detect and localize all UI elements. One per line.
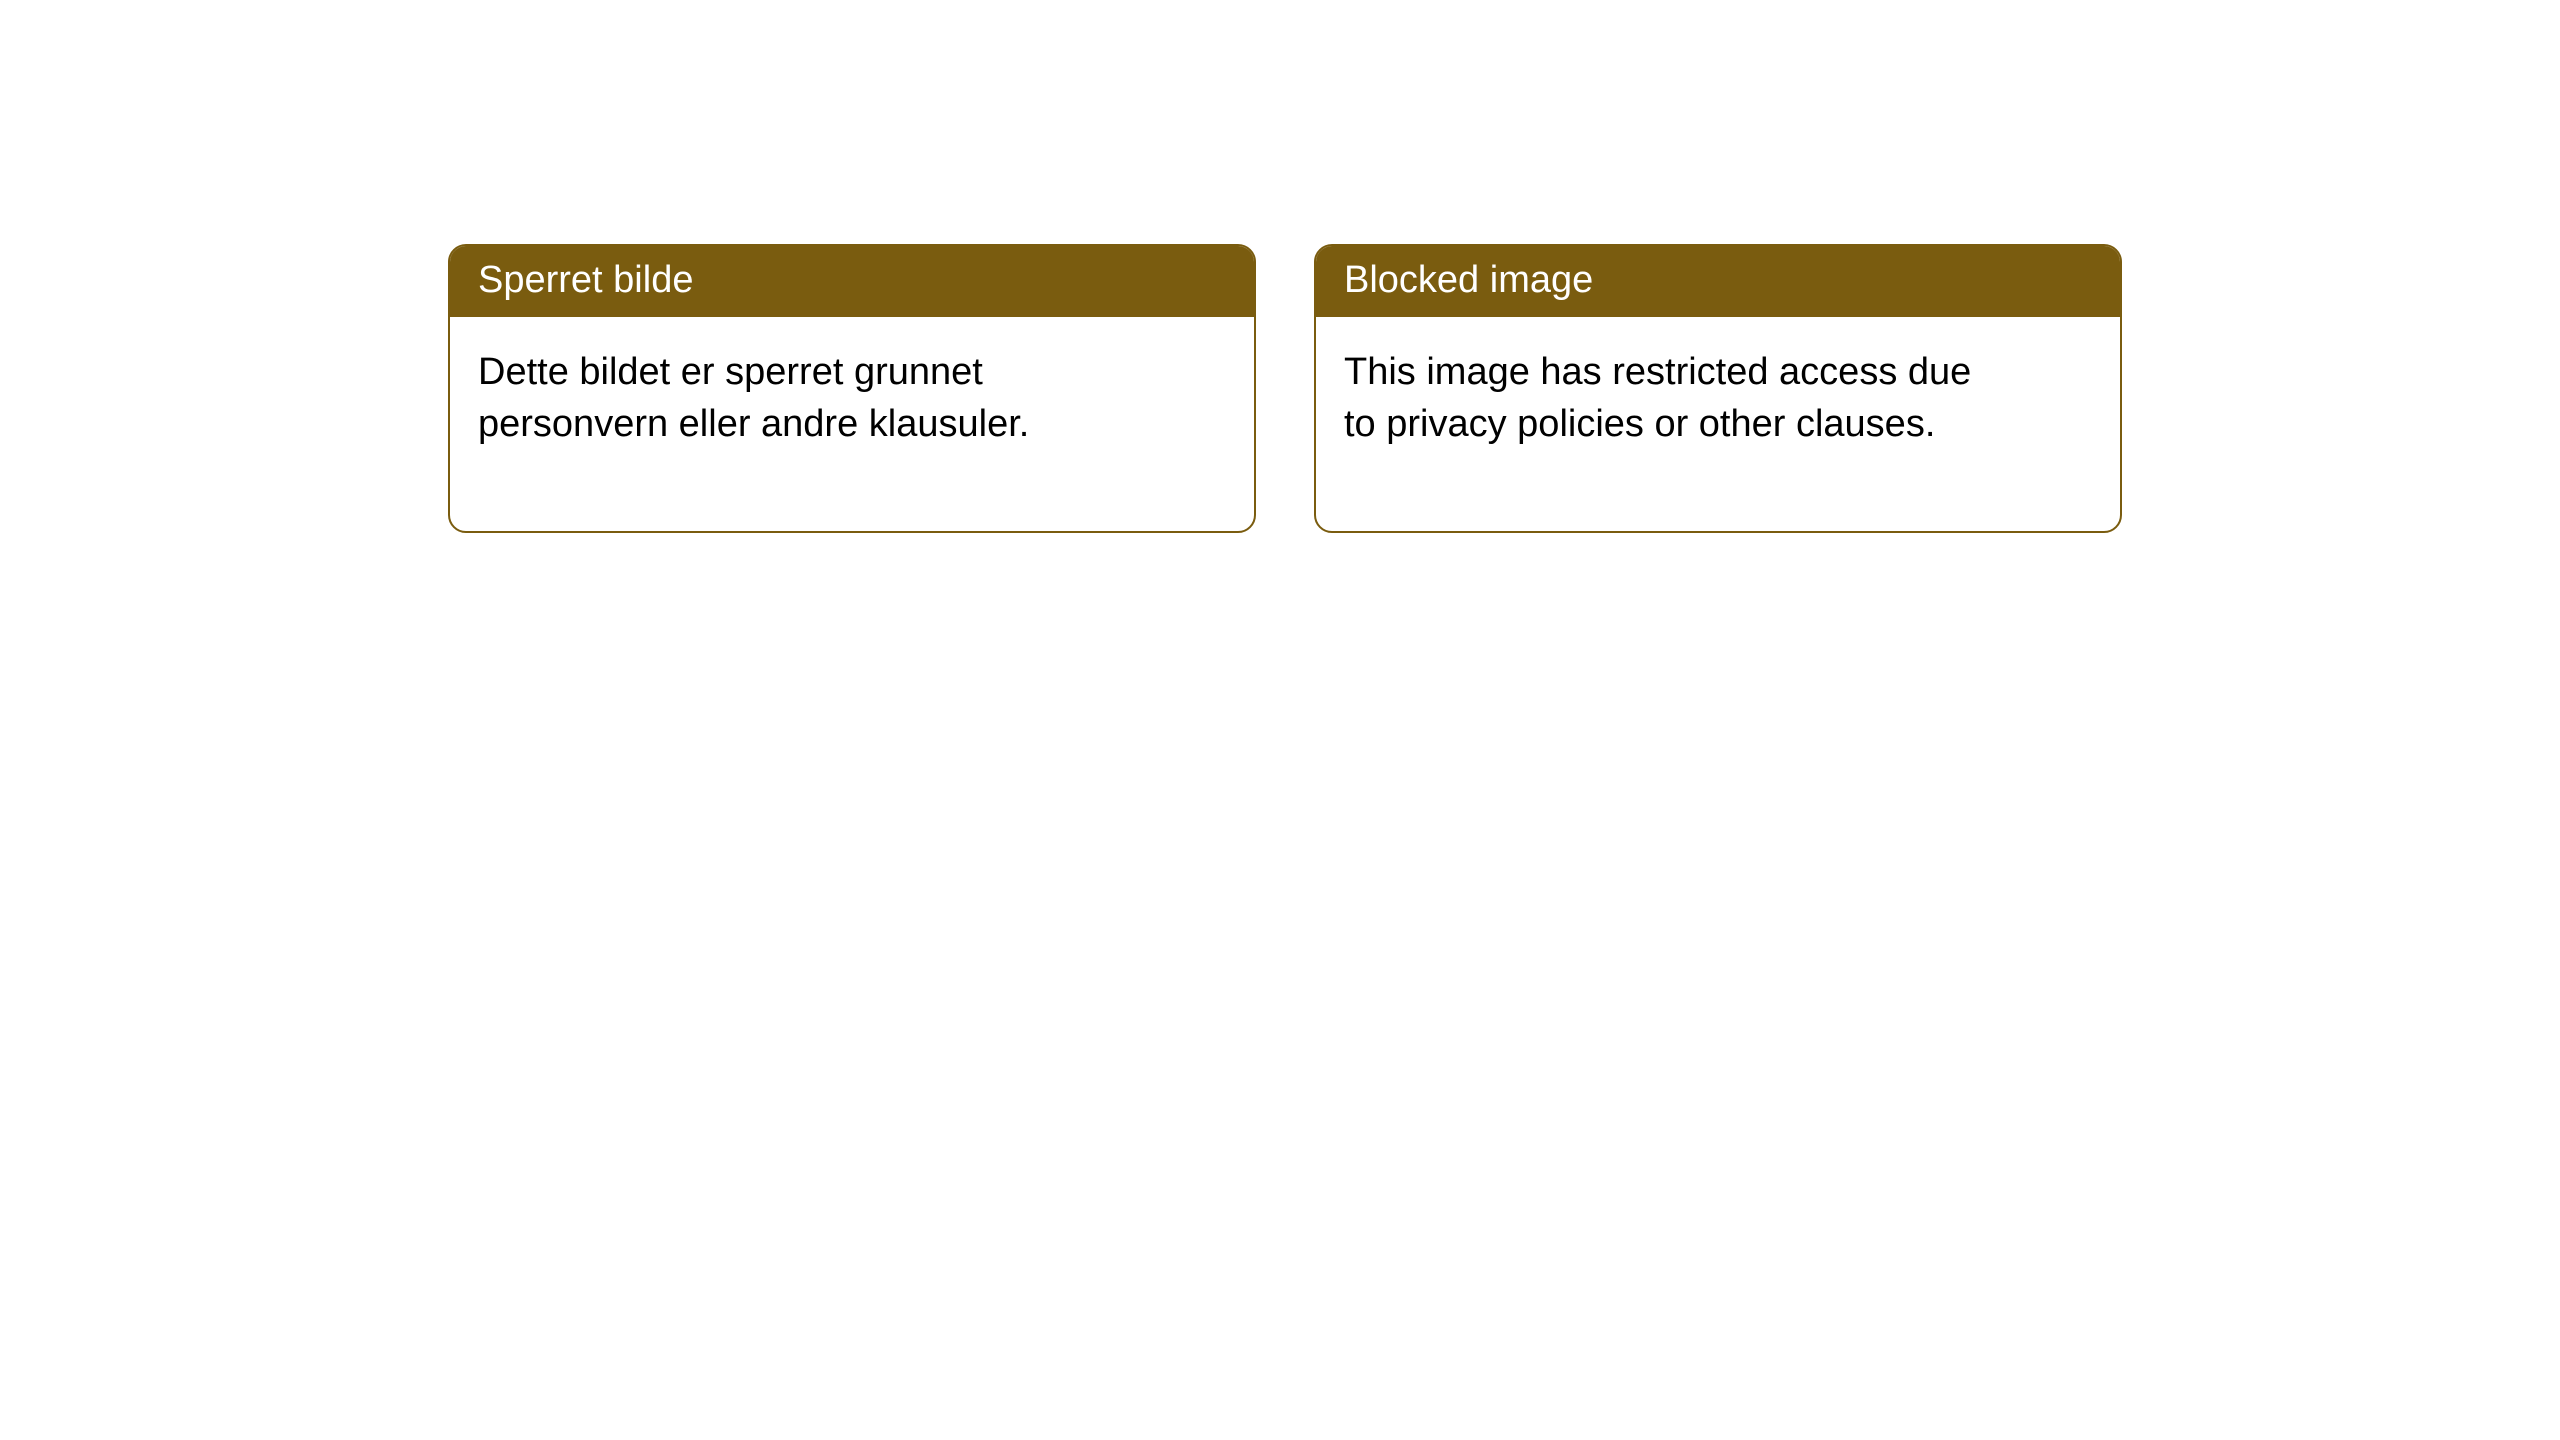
notice-body: Dette bildet er sperret grunnet personve…	[450, 317, 1170, 530]
notice-body-text: This image has restricted access due to …	[1344, 351, 1971, 445]
notice-card-norwegian: Sperret bilde Dette bildet er sperret gr…	[448, 244, 1256, 533]
notice-card-english: Blocked image This image has restricted …	[1314, 244, 2122, 533]
notice-body-text: Dette bildet er sperret grunnet personve…	[478, 351, 1029, 445]
notice-container: Sperret bilde Dette bildet er sperret gr…	[0, 0, 2560, 533]
notice-body: This image has restricted access due to …	[1316, 317, 2036, 530]
notice-title: Blocked image	[1344, 259, 1593, 301]
notice-header: Sperret bilde	[450, 246, 1254, 317]
notice-header: Blocked image	[1316, 246, 2120, 317]
notice-title: Sperret bilde	[478, 259, 693, 301]
